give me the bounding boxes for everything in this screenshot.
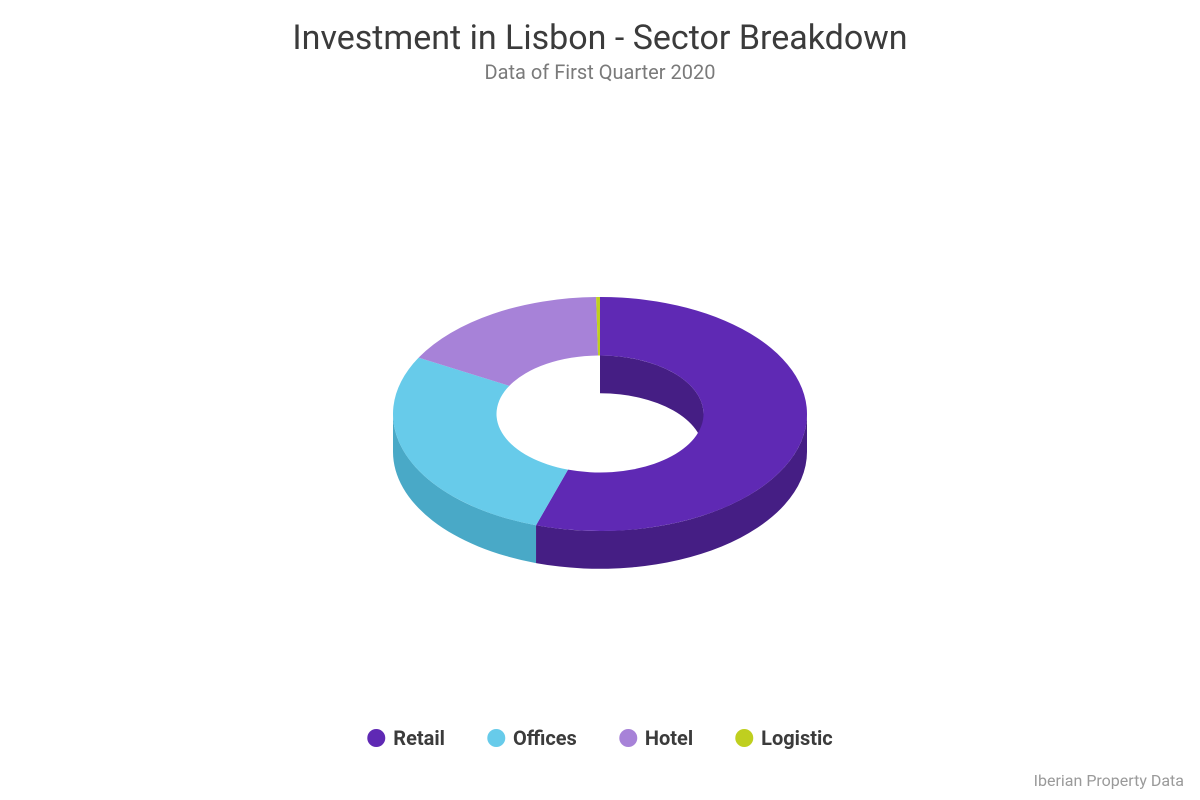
legend-item: Hotel xyxy=(619,726,693,750)
legend-item: Retail xyxy=(367,726,445,750)
legend-label: Hotel xyxy=(645,726,693,750)
legend-swatch-icon xyxy=(487,729,505,747)
chart-legend: Retail Offices Hotel Logistic xyxy=(367,726,832,750)
legend-item: Logistic xyxy=(735,726,833,750)
legend-label: Offices xyxy=(513,726,577,750)
chart-subtitle: Data of First Quarter 2020 xyxy=(0,60,1200,84)
donut-chart xyxy=(350,252,850,612)
legend-swatch-icon xyxy=(619,729,637,747)
legend-label: Retail xyxy=(393,726,445,750)
attribution-text: Iberian Property Data xyxy=(1034,771,1184,790)
legend-label: Logistic xyxy=(761,726,833,750)
legend-swatch-icon xyxy=(735,729,753,747)
legend-swatch-icon xyxy=(367,729,385,747)
chart-title: Investment in Lisbon - Sector Breakdown xyxy=(0,0,1200,58)
legend-item: Offices xyxy=(487,726,577,750)
donut-chart-svg xyxy=(350,252,850,612)
